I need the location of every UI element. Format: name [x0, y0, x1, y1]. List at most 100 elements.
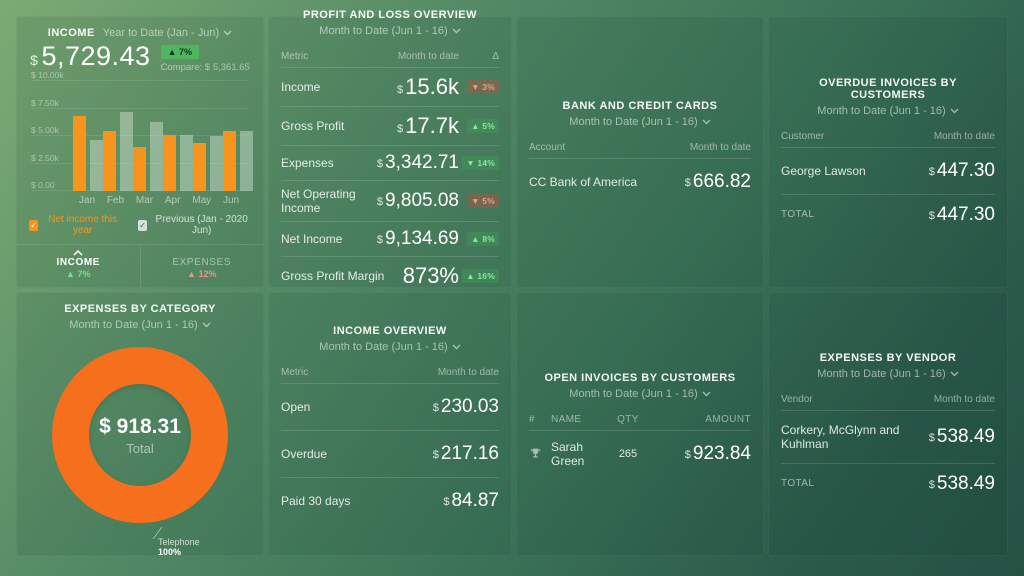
overdue-invoices-card: OVERDUE INVOICES BY CUSTOMERS Month to D… [768, 16, 1008, 288]
period-dropdown[interactable]: Month to Date (Jun 1 - 16) [69, 319, 211, 331]
x-axis-label: May [192, 195, 212, 206]
table-row: Corkery, McGlynn and Kuhlman $538.49 [781, 411, 995, 464]
total-row: TOTAL $538.49 [781, 472, 995, 494]
bar-previous-jan-2020-jun- [120, 111, 133, 191]
income-chart-bars [73, 81, 253, 191]
legend-toggle-net-income[interactable]: ✓ Net income this year [29, 214, 122, 236]
card-title: OVERDUE INVOICES BY CUSTOMERS [819, 76, 957, 101]
table-header: Metric Month to date Δ [281, 43, 499, 68]
chart-legend: ✓ Net income this year ✓ Previous (Jan -… [29, 214, 251, 236]
table-row: Gross Profit Margin 873% ▲ 16% [281, 257, 499, 295]
chevron-down-icon [223, 30, 232, 36]
expenses-by-category-card: EXPENSES BY CATEGORY Month to Date (Jun … [16, 292, 264, 557]
table-row: George Lawson $447.30 [781, 148, 995, 195]
table-header: Account Month to date [529, 134, 751, 159]
change-badge: ▲ 7% [160, 45, 199, 59]
legend-toggle-previous[interactable]: ✓ Previous (Jan - 2020 Jun) [137, 214, 251, 236]
chevron-down-icon [202, 322, 211, 328]
x-axis-label: Jun [222, 195, 240, 206]
trophy-icon [530, 448, 541, 458]
table-header: # NAME QTY AMOUNT [529, 406, 751, 431]
delta-badge: ▼ 3% [467, 80, 499, 94]
table-row: Net Operating Income $9,805.08 ▼ 5% [281, 181, 499, 222]
donut-total-value: $ 918.31 [99, 414, 181, 438]
card-title: BANK AND CREDIT CARDS [562, 99, 718, 112]
delta-badge: ▲ 16% [462, 269, 499, 283]
open-invoices-card: OPEN INVOICES BY CUSTOMERS Month to Date… [516, 292, 764, 556]
delta-badge: ▲ 5% [467, 119, 499, 133]
donut-total-label: Total [126, 440, 154, 456]
chevron-down-icon [452, 28, 461, 34]
currency-sign: $ [30, 52, 39, 68]
donut-annotation: Telephone 100% [139, 527, 200, 557]
x-axis-label: Mar [135, 195, 154, 206]
income-card: INCOME Year to Date (Jan - Jun) $5,729.4… [16, 16, 264, 288]
y-axis-label: $ 7.50k [31, 97, 59, 108]
x-axis-label: Feb [106, 195, 125, 206]
bar-net-income-this-year [73, 116, 86, 191]
card-title: INCOME [47, 27, 95, 39]
chevron-down-icon [950, 371, 959, 376]
donut-chart: $ 918.31 Total Telephone 100% [52, 347, 228, 557]
delta-badge: ▲ 8% [467, 232, 499, 246]
card-title: INCOME OVERVIEW [333, 324, 447, 337]
bank-and-credit-cards-card: BANK AND CREDIT CARDS Month to Date (Jun… [516, 16, 764, 288]
bar-net-income-this-year [103, 130, 116, 191]
bar-net-income-this-year [133, 147, 146, 191]
bar-net-income-this-year [163, 134, 176, 191]
period-dropdown[interactable]: Month to Date (Jun 1 - 16) [319, 25, 461, 37]
y-axis-label: $ 10.00k [31, 70, 64, 80]
table-row: Open $230.03 [281, 384, 499, 431]
table-row: Expenses $3,342.71 ▼ 14% [281, 146, 499, 181]
table-header: Customer Month to date [781, 123, 995, 148]
x-axis-label: Apr [164, 195, 181, 206]
checkbox-checked-icon: ✓ [29, 219, 39, 231]
bar-previous-jan-2020-jun- [240, 130, 253, 191]
bar-previous-jan-2020-jun- [150, 121, 163, 191]
period-dropdown[interactable]: Month to Date (Jun 1 - 16) [569, 388, 711, 400]
metric-tabs: INCOME ▲ 7% EXPENSES ▲ 12% [17, 244, 263, 287]
chevron-down-icon [702, 391, 711, 396]
bar-previous-jan-2020-jun- [90, 140, 103, 191]
table-row: Net Income $9,134.69 ▲ 8% [281, 222, 499, 257]
card-title: OPEN INVOICES BY CUSTOMERS [544, 371, 736, 384]
table-row: Income $15.6k ▼ 3% [281, 68, 499, 107]
tab-income[interactable]: INCOME ▲ 7% [17, 245, 140, 287]
y-axis-label: $ 5.00k [31, 125, 59, 135]
x-axis-label: Jan [78, 195, 96, 206]
bar-net-income-this-year [193, 142, 206, 191]
bar-net-income-this-year [223, 130, 236, 191]
kpi-value: $5,729.43 [30, 41, 151, 71]
table-row: CC Bank of America $666.82 [529, 170, 751, 192]
period-dropdown[interactable]: Month to Date (Jun 1 - 16) [817, 368, 959, 380]
table-row: Gross Profit $17.7k ▲ 5% [281, 107, 499, 146]
caret-up-icon [73, 249, 83, 256]
period-dropdown[interactable]: Month to Date (Jun 1 - 16) [817, 105, 959, 117]
table-row: Paid 30 days $84.87 [281, 489, 499, 511]
card-title: EXPENSES BY VENDOR [819, 351, 957, 364]
chevron-down-icon [950, 108, 959, 113]
table-header: Vendor Month to date [781, 386, 995, 411]
bar-previous-jan-2020-jun- [180, 134, 193, 191]
delta-badge: ▼ 5% [467, 194, 499, 208]
period-label: Year to Date (Jan - Jun) [102, 27, 220, 39]
total-row: TOTAL $447.30 [781, 203, 995, 225]
y-axis-label: $ 2.50k [31, 152, 59, 163]
bar-previous-jan-2020-jun- [210, 136, 223, 191]
tab-expenses[interactable]: EXPENSES ▲ 12% [139, 245, 264, 287]
card-title: PROFIT AND LOSS OVERVIEW [303, 9, 477, 21]
period-dropdown[interactable]: Year to Date (Jan - Jun) [103, 27, 232, 39]
table-header: Metric Month to date [281, 359, 499, 384]
chevron-down-icon [702, 119, 711, 124]
income-chart-xlabels: Jan Feb Mar Apr May Jun [73, 195, 245, 206]
income-overview-card: INCOME OVERVIEW Month to Date (Jun 1 - 1… [268, 292, 512, 556]
card-title: EXPENSES BY CATEGORY [64, 303, 216, 315]
y-axis-label: $ 0.00 [31, 180, 55, 190]
period-dropdown[interactable]: Month to Date (Jun 1 - 16) [319, 341, 461, 353]
table-row: Sarah Green 265 $923.84 [529, 431, 751, 477]
delta-badge: ▼ 14% [462, 156, 499, 170]
checkbox-checked-icon: ✓ [137, 219, 148, 231]
period-dropdown[interactable]: Month to Date (Jun 1 - 16) [569, 116, 711, 128]
chevron-down-icon [452, 344, 461, 349]
